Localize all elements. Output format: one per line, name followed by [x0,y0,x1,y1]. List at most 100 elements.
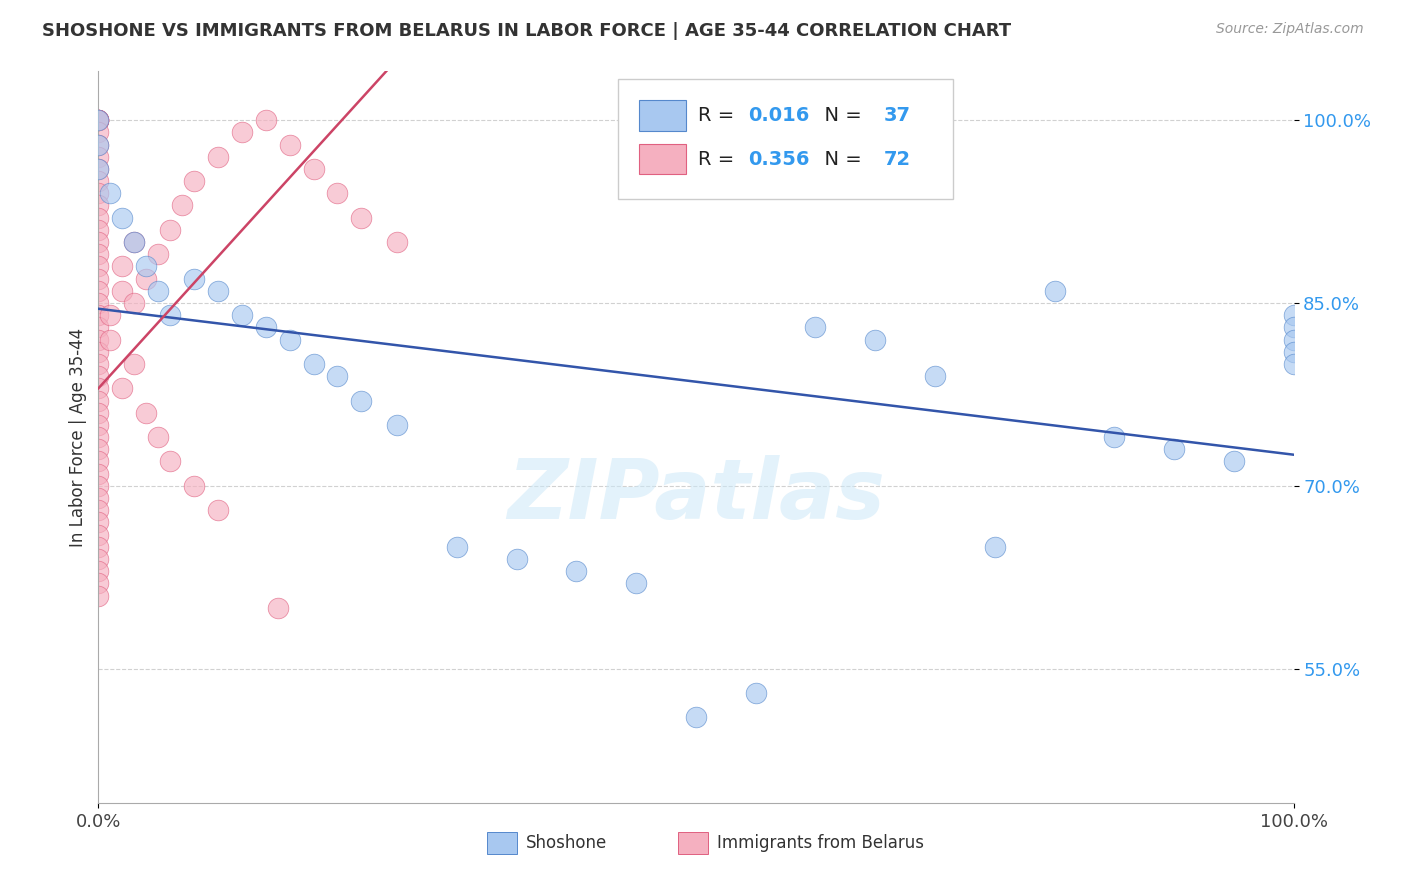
Point [278,137,301,152]
Point [231,125,253,139]
Point [302,161,325,176]
Point [111,381,134,395]
Point [98,333,122,347]
Point [87,161,110,176]
Point [124,235,146,249]
Point [111,211,134,225]
Point [87,186,110,201]
Point [172,198,194,212]
Point [1282,320,1305,334]
Text: ZIPatlas: ZIPatlas [508,455,884,536]
Point [87,479,110,493]
Point [231,308,253,322]
Point [87,576,110,591]
Point [124,235,146,249]
Point [87,198,110,212]
Point [87,296,110,310]
Point [207,284,229,298]
Point [565,564,588,578]
Point [87,564,110,578]
Point [87,393,110,408]
Point [302,357,325,371]
Point [159,308,181,322]
Point [124,357,146,371]
Point [804,320,827,334]
Point [183,174,205,188]
Point [87,161,110,176]
Point [87,417,110,432]
Text: 0.356: 0.356 [748,150,810,169]
Point [87,491,110,505]
Point [87,589,110,603]
Point [135,260,157,274]
Point [87,137,110,152]
Text: Shoshone: Shoshone [526,834,607,852]
Point [87,247,110,261]
Point [626,576,648,591]
Point [87,516,110,530]
Point [98,186,122,201]
Point [1282,333,1305,347]
Point [1282,344,1305,359]
Point [685,710,707,724]
Point [267,600,290,615]
FancyBboxPatch shape [678,832,709,854]
Point [87,174,110,188]
Point [87,137,110,152]
Point [865,333,887,347]
Point [87,381,110,395]
Point [207,503,229,517]
Text: N =: N = [811,106,868,125]
Point [87,527,110,541]
Text: N =: N = [811,150,868,169]
Point [1104,430,1126,444]
Text: Immigrants from Belarus: Immigrants from Belarus [717,834,925,852]
Point [350,393,373,408]
Point [148,430,170,444]
Point [183,479,205,493]
Point [87,308,110,322]
Point [87,320,110,334]
Point [745,686,768,700]
Point [87,357,110,371]
Point [385,235,409,249]
Point [124,296,146,310]
Point [984,540,1007,554]
Text: SHOSHONE VS IMMIGRANTS FROM BELARUS IN LABOR FORCE | AGE 35-44 CORRELATION CHART: SHOSHONE VS IMMIGRANTS FROM BELARUS IN L… [42,22,1011,40]
Text: R =: R = [699,150,741,169]
Point [159,223,181,237]
Point [1282,308,1305,322]
Point [87,113,110,128]
Point [87,223,110,237]
Point [111,260,134,274]
Text: 0.016: 0.016 [748,106,810,125]
Point [87,125,110,139]
Point [254,320,277,334]
Y-axis label: In Labor Force | Age 35-44: In Labor Force | Age 35-44 [69,327,87,547]
Point [87,442,110,457]
Point [87,113,110,128]
Point [87,113,110,128]
Point [350,211,373,225]
Point [98,308,122,322]
Point [326,369,349,384]
Point [87,284,110,298]
Point [87,552,110,566]
Point [326,186,349,201]
Point [87,260,110,274]
Point [506,552,529,566]
Point [159,454,181,468]
Point [87,113,110,128]
Point [87,430,110,444]
Text: 72: 72 [883,150,911,169]
Point [254,113,277,128]
Point [87,113,110,128]
Point [87,235,110,249]
Point [87,113,110,128]
FancyBboxPatch shape [638,144,686,175]
Point [1163,442,1185,457]
Point [446,540,468,554]
Point [87,150,110,164]
Point [385,417,409,432]
Point [87,211,110,225]
